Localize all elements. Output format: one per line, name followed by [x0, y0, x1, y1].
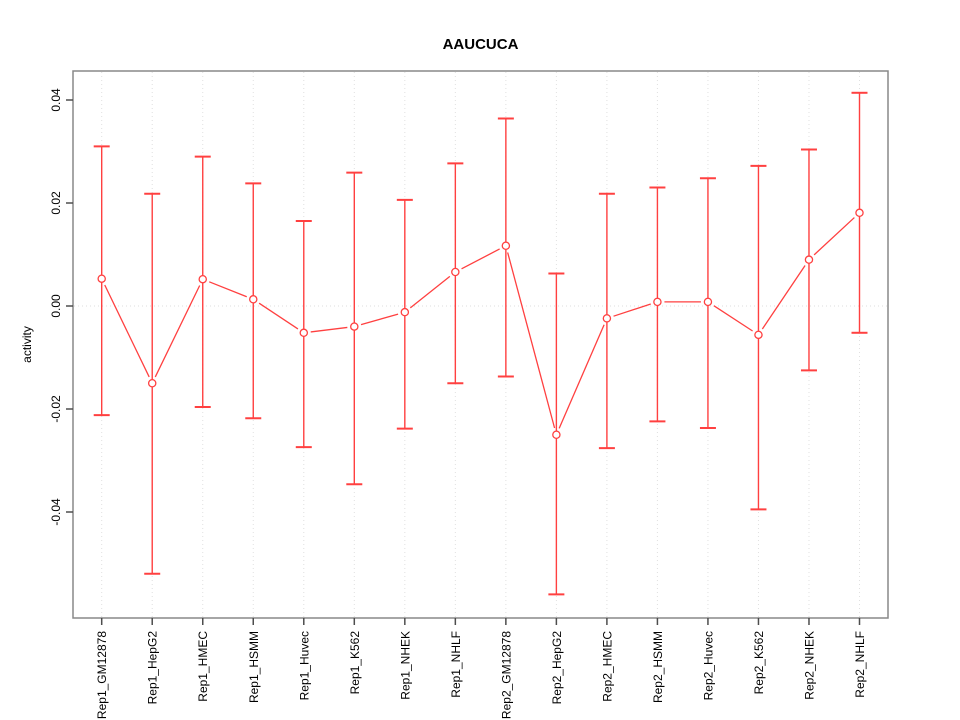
- x-tick-label: Rep2_GM12878: [499, 631, 513, 719]
- x-tick-label: Rep2_K562: [752, 631, 766, 695]
- data-point-marker: [501, 241, 511, 250]
- data-point-marker: [97, 274, 106, 283]
- x-tick-label: Rep2_NHEK: [802, 631, 816, 700]
- series-line-segment: [461, 248, 500, 270]
- x-tick-label: Rep2_HMEC: [600, 631, 614, 702]
- x-tick-label: Rep1_K562: [348, 631, 362, 695]
- data-point-marker: [249, 295, 258, 304]
- data-point-marker: [703, 297, 713, 307]
- y-tick-label: -0.04: [49, 498, 63, 526]
- x-tick-label: Rep1_HepG2: [146, 631, 160, 705]
- data-point-marker: [147, 378, 157, 388]
- x-tick-label: Rep2_HSMM: [651, 631, 665, 703]
- y-axis-label: activity: [20, 326, 34, 363]
- series-line-segment: [104, 284, 150, 378]
- x-tick-label: Rep1_HMEC: [196, 631, 210, 702]
- data-point-marker: [653, 297, 662, 307]
- data-point-marker: [350, 322, 359, 331]
- data-point-marker: [400, 307, 410, 317]
- series-line-segment: [558, 324, 605, 429]
- series-line-segment: [209, 281, 247, 298]
- y-tick-label: 0.00: [49, 294, 63, 318]
- data-point-marker: [198, 274, 207, 284]
- series-line-segment: [507, 252, 556, 429]
- data-point-marker: [855, 208, 864, 218]
- chart-title: AAUCUCA: [442, 36, 519, 53]
- series-line-segment: [154, 285, 201, 378]
- y-tick-label: -0.02: [49, 395, 63, 423]
- data-point-marker: [299, 328, 309, 338]
- series-line-segment: [761, 265, 806, 330]
- series-line-segment: [409, 275, 451, 309]
- data-point-marker: [552, 430, 561, 439]
- x-tick-label: Rep1_NHLF: [449, 631, 463, 698]
- series-line-segment: [813, 217, 855, 256]
- series-line-segment: [310, 326, 348, 333]
- x-tick-label: Rep1_Huvec: [297, 631, 311, 700]
- x-tick-label: Rep1_GM12878: [95, 631, 109, 719]
- data-point-marker: [451, 267, 460, 277]
- plot-border: [72, 70, 889, 619]
- x-tick-label: Rep1_HSMM: [247, 631, 261, 703]
- series-line-segment: [360, 313, 399, 326]
- series-line-segment: [258, 302, 299, 330]
- x-tick-label: Rep2_NHLF: [853, 631, 867, 698]
- data-point-marker: [602, 314, 612, 323]
- x-tick-label: Rep2_HepG2: [550, 631, 564, 705]
- x-tick-label: Rep2_Huvec: [701, 631, 715, 700]
- y-tick-label: 0.04: [49, 88, 63, 112]
- data-point-marker: [754, 330, 763, 340]
- y-tick-label: 0.02: [49, 191, 63, 215]
- data-point-marker: [804, 255, 814, 264]
- series-line-segment: [613, 303, 651, 317]
- series-line-segment: [713, 305, 753, 332]
- x-tick-label: Rep1_NHEK: [398, 631, 412, 700]
